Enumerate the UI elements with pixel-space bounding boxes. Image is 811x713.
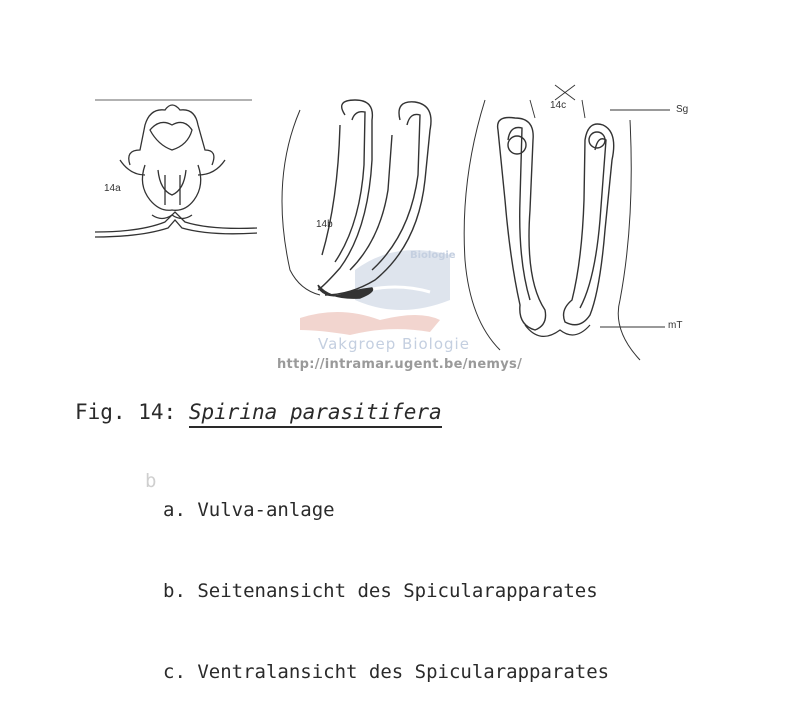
panel-a-label: 14a [104, 183, 121, 194]
panel-b-drawing [281, 99, 432, 299]
watermark-url: http://intramar.ugent.be/nemys/ [277, 357, 523, 372]
sg-label: Sg [676, 104, 689, 115]
watermark-logo [300, 250, 450, 335]
legend-item-a: a. Vulva-anlage [163, 499, 335, 521]
figure-plate: 14a 14b 14c Sg mT [94, 84, 689, 361]
watermark-org: Vakgroep Biologie [318, 335, 470, 353]
figure-legend: a. Vulva-anlage b. Seitenansicht des Spi… [163, 443, 609, 713]
species-name: Spirina parasitifera [188, 400, 442, 428]
watermark-arc-text: Biologie [410, 250, 456, 261]
figure-drawings [94, 84, 670, 361]
legend-item-c: c. Ventralansicht des Spicularapparates [163, 661, 610, 683]
mt-label: mT [668, 320, 683, 331]
panel-c-label: 14c [550, 100, 567, 111]
panel-a-drawing [94, 99, 258, 238]
legend-item-b: b. Seitenansicht des Spicularapparates [163, 580, 598, 602]
figure-caption: Fig. 14: Spirina parasitifera [75, 400, 442, 428]
ghost-mark: b [145, 470, 157, 492]
panel-c-drawing [463, 84, 670, 361]
panel-b-label: 14b [316, 219, 333, 230]
caption-prefix: Fig. 14: [75, 400, 177, 424]
